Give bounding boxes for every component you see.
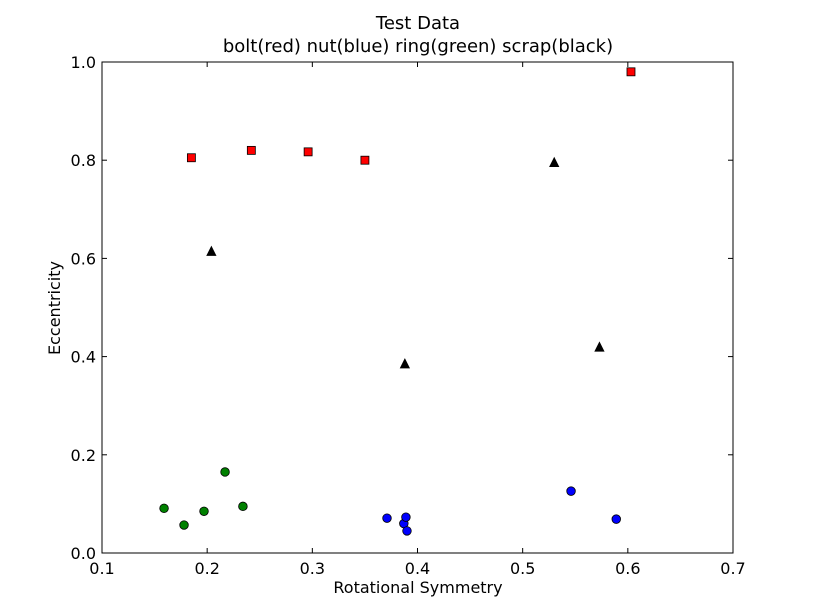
data-point bbox=[303, 147, 313, 157]
x-tick-label: 0.7 bbox=[720, 559, 745, 578]
data-point bbox=[382, 513, 392, 523]
data-point bbox=[159, 503, 169, 514]
data-point bbox=[246, 145, 256, 155]
data-point bbox=[402, 526, 412, 536]
y-tick-label: 0.8 bbox=[71, 151, 96, 170]
data-point bbox=[179, 520, 189, 530]
y-tick-label: 0.2 bbox=[71, 446, 96, 465]
data-point bbox=[566, 486, 576, 496]
data-point bbox=[611, 514, 621, 524]
chart-title: Test Data bbox=[375, 13, 460, 34]
data-point bbox=[206, 245, 217, 256]
plot-area bbox=[101, 61, 734, 554]
data-point bbox=[594, 341, 605, 352]
y-tick-label: 0.0 bbox=[71, 544, 96, 563]
x-tick-label: 0.5 bbox=[510, 559, 535, 578]
axis-ticks: 0.1 0.2 0.3 0.4 0.5 0.6 0.7 0.0 0.2 0.4 0.6 0.8 1.0 bbox=[71, 53, 746, 578]
data-point bbox=[399, 358, 411, 369]
x-axis-label: Rotational Symmetry bbox=[333, 578, 502, 597]
data-point bbox=[360, 155, 370, 165]
data-point bbox=[401, 512, 411, 522]
x-tick-label: 0.1 bbox=[89, 559, 114, 578]
data-point bbox=[220, 467, 230, 477]
y-axis-label: Eccentricity bbox=[45, 261, 64, 355]
x-tick-label: 0.3 bbox=[300, 559, 325, 578]
data-point bbox=[549, 156, 560, 168]
chart-subtitle: bolt(red) nut(blue) ring(green) scrap(bl… bbox=[223, 36, 613, 57]
x-tick-label: 0.2 bbox=[194, 559, 219, 578]
data-points bbox=[159, 67, 636, 536]
data-point bbox=[186, 153, 196, 163]
data-point bbox=[626, 67, 636, 77]
y-tick-label: 0.4 bbox=[71, 348, 96, 367]
data-point bbox=[238, 501, 248, 512]
x-tick-label: 0.6 bbox=[615, 559, 640, 578]
y-tick-label: 0.6 bbox=[71, 249, 96, 268]
y-tick-label: 1.0 bbox=[71, 53, 96, 72]
data-point bbox=[199, 506, 209, 516]
x-tick-label: 0.4 bbox=[405, 559, 430, 578]
